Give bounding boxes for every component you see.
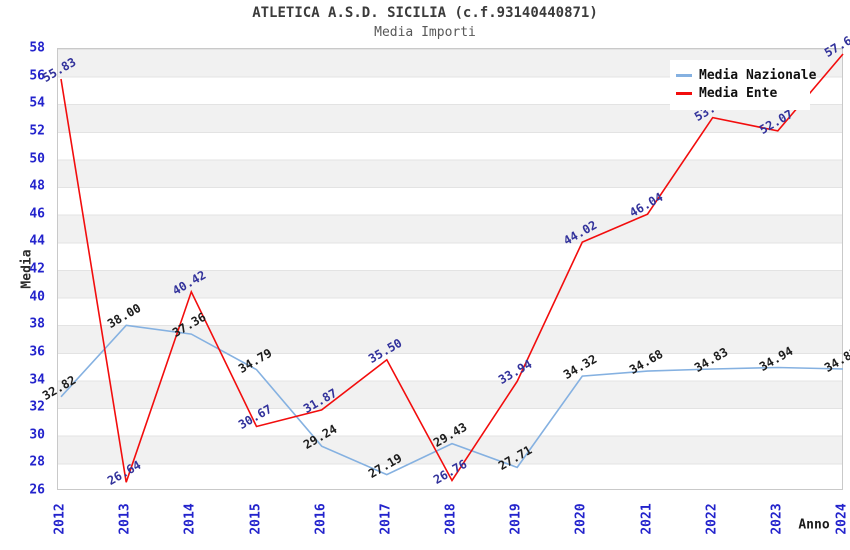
series-line-media-nazionale <box>60 324 844 476</box>
y-tick-label: 48 <box>29 178 45 194</box>
x-tick-label: 2017 <box>378 503 394 535</box>
page-title: ATLETICA A.S.D. SICILIA (c.f.93140440871… <box>252 5 598 21</box>
value-label: 30.67 <box>235 402 274 433</box>
x-tick-label: 2019 <box>508 503 524 535</box>
y-tick-label: 40 <box>29 289 45 305</box>
y-tick-label: 36 <box>29 344 45 360</box>
x-tick-label: 2013 <box>117 503 133 535</box>
value-label: 40.42 <box>170 267 209 298</box>
value-label: 29.43 <box>431 419 470 450</box>
value-label: 37.36 <box>170 309 209 341</box>
x-tick-label: 2018 <box>443 503 459 535</box>
value-label: 34.32 <box>561 351 600 383</box>
value-label: 34.83 <box>822 344 850 376</box>
series-line-media-ente <box>60 53 844 483</box>
value-label: 46.04 <box>626 189 665 221</box>
x-tick-label: 2014 <box>182 503 198 535</box>
value-label: 44.02 <box>561 217 600 249</box>
y-tick-label: 52 <box>29 123 45 139</box>
value-label: 27.71 <box>496 443 535 474</box>
legend-line-swatch-icon <box>676 92 692 95</box>
y-tick-label: 28 <box>29 454 45 470</box>
legend: Media Nazionale Media Ente <box>670 60 816 110</box>
legend-label: Media Nazionale <box>699 68 817 83</box>
y-tick-label: 44 <box>29 233 45 249</box>
y-tick-label: 56 <box>29 68 45 84</box>
y-tick-label: 58 <box>29 40 45 56</box>
x-axis-label: Anno <box>798 517 830 533</box>
x-tick-label: 2023 <box>769 503 785 535</box>
x-tick-label: 2022 <box>704 503 720 535</box>
x-tick-label: 2020 <box>573 503 589 535</box>
y-tick-label: 38 <box>29 316 45 332</box>
value-label: 34.94 <box>756 343 796 374</box>
value-label: 27.19 <box>365 450 405 481</box>
y-tick-label: 50 <box>29 151 45 166</box>
value-label: 26.64 <box>105 457 144 489</box>
legend-item: Media Nazionale <box>676 68 816 83</box>
legend-line-swatch-icon <box>676 74 692 77</box>
x-tick-label: 2016 <box>313 503 329 535</box>
value-label: 31.87 <box>300 385 339 416</box>
value-label: 26.76 <box>431 456 470 487</box>
plot-area: 32.82 38.00 37.36 34.79 29.24 27.19 29.43 27.71… <box>40 30 850 490</box>
y-tick-label: 26 <box>29 482 45 498</box>
y-axis-ticks: 26 28 30 32 34 36 38 40 42 44 46 48 50 52 54 56 58 <box>0 41 52 498</box>
x-tick-label: 2021 <box>639 503 654 535</box>
value-label: 34.68 <box>626 346 665 378</box>
x-tick-label: 2015 <box>248 503 263 535</box>
page-subtitle: Media Importi <box>374 25 476 40</box>
y-tick-label: 46 <box>29 206 45 222</box>
y-tick-label: 30 <box>29 427 45 443</box>
y-tick-label: 34 <box>29 372 45 387</box>
x-axis-ticks: 2012 2013 2014 2015 2016 2017 2018 2019 2020 2021… <box>53 490 850 548</box>
x-tick-label: 2024 <box>834 503 850 535</box>
legend-label: Media Ente <box>699 86 778 101</box>
value-labels: 32.82 38.00 37.36 34.79 29.24 27.19 29.43 27.71… <box>40 30 850 489</box>
y-tick-label: 32 <box>29 399 45 415</box>
series-lines <box>60 53 844 483</box>
value-label: 38.00 <box>105 301 144 332</box>
value-label: 29.24 <box>300 422 339 453</box>
value-label: 35.50 <box>365 335 405 366</box>
legend-item: Media Ente <box>676 86 806 101</box>
x-tick-label: 2012 <box>52 503 68 535</box>
value-label: 52.07 <box>756 106 796 137</box>
value-label: 34.79 <box>235 345 274 376</box>
value-label: 33.94 <box>496 357 535 388</box>
value-label: 34.83 <box>691 344 730 376</box>
y-tick-label: 54 <box>29 95 45 111</box>
y-tick-label: 42 <box>29 261 45 277</box>
